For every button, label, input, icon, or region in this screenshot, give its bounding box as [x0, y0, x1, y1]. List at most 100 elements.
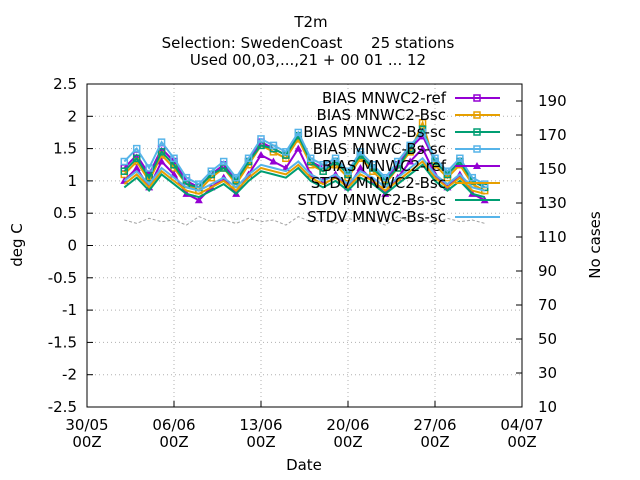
x-tick-label: 06/06 [152, 416, 195, 434]
data-point [468, 173, 477, 182]
legend-label: BIAS MNWC2-ref [322, 89, 447, 107]
data-point [182, 173, 191, 182]
x-tick-label: 13/06 [239, 416, 282, 434]
data-point [157, 157, 166, 165]
series-line [124, 216, 485, 226]
data-point [157, 138, 166, 146]
chart-subtitle: Selection: SwedenCoast 25 stations [162, 34, 455, 52]
data-point [319, 161, 327, 169]
data-point [207, 167, 216, 175]
series-line [123, 163, 485, 199]
series-line [123, 146, 486, 202]
x-tick-label-2: 00Z [507, 433, 536, 451]
legend-label: STDV MNWC2-Bsc [311, 174, 446, 192]
y2-axis-label: No cases [586, 211, 604, 279]
y-tick-label: -2 [62, 366, 77, 384]
data-point [145, 173, 153, 182]
ticks: 2.5 2 1.5 1 0.5 0 -0.5 -1 -1.5 -2 -2.5 190 170 150 130… [48, 75, 567, 451]
legend-marker [473, 111, 481, 119]
plot-frame [86, 83, 523, 408]
chart-subtitle-2: Used 00,03,...,21 + 00 01 ... 12 [190, 51, 426, 69]
data-point [443, 167, 452, 175]
legend-marker [473, 145, 481, 153]
data-point [480, 180, 489, 188]
x-tick-label-2: 00Z [159, 433, 188, 451]
series-line [123, 156, 485, 192]
data-point [120, 167, 129, 175]
series-layer [120, 119, 489, 226]
y-tick-label: 2.5 [53, 75, 77, 93]
legend-label: STDV MNWC-Bs-sc [307, 208, 446, 226]
y-tick-label: 0.5 [53, 204, 77, 222]
legend-marker [473, 128, 481, 136]
y2-tick-label: 110 [538, 228, 567, 246]
data-point [219, 157, 228, 166]
y2-tick-label: 130 [538, 194, 567, 212]
data-point [456, 154, 464, 163]
x-tick-label-2: 00Z [246, 433, 275, 451]
y2-tick-label: 50 [538, 330, 557, 348]
data-point [257, 135, 265, 143]
data-point [194, 196, 203, 204]
data-point [294, 128, 303, 137]
data-point [294, 144, 303, 152]
chart-title: T2m [293, 13, 327, 31]
data-point [232, 173, 240, 182]
x-tick-label-2: 00Z [420, 433, 449, 451]
data-point [369, 161, 377, 169]
x-tick-label-2: 00Z [72, 433, 101, 451]
y-tick-label: -0.5 [48, 269, 77, 287]
data-point [170, 154, 178, 163]
data-point [406, 141, 414, 150]
x-tick-label: 27/06 [413, 416, 456, 434]
data-point [356, 148, 365, 156]
data-point [431, 154, 439, 163]
x-tick-label: 04/07 [500, 416, 543, 434]
legend-label: STDV MNWC2-Bs-sc [298, 191, 446, 209]
data-point [381, 173, 390, 182]
legend-label: BIAS MNWC-Bs-sc [313, 140, 446, 158]
y2-tick-label: 190 [538, 92, 567, 110]
y2-tick-label: 70 [538, 296, 557, 314]
data-point [269, 141, 278, 150]
data-point [244, 154, 253, 163]
y-tick-label: -1 [62, 301, 77, 319]
legend-marker [473, 162, 481, 169]
y2-tick-label: 150 [538, 160, 567, 178]
data-point [418, 144, 427, 152]
legend-label: BIAS MNWC2-Bsc [316, 106, 446, 124]
legend-label: BIAS MNWC2-ref [322, 157, 447, 175]
legend-marker [473, 94, 481, 102]
y-tick-label: -1.5 [48, 333, 77, 351]
data-point [331, 154, 340, 163]
y2-tick-label: 10 [538, 398, 557, 416]
x-tick-label-2: 00Z [333, 433, 362, 451]
data-point [393, 157, 402, 166]
y2-tick-label: 30 [538, 364, 557, 382]
data-point [132, 144, 141, 153]
x-tick-label: 30/05 [65, 416, 108, 434]
series-line [123, 160, 485, 195]
y-tick-label: 0 [67, 237, 77, 255]
data-point [406, 157, 415, 165]
y-tick-label: 1 [67, 172, 77, 190]
y2-tick-label: 170 [538, 126, 567, 144]
data-point [257, 151, 265, 159]
data-point [282, 148, 290, 156]
data-point [132, 154, 141, 163]
x-axis-label: Date [286, 456, 322, 474]
y-tick-label: 2 [67, 107, 77, 125]
data-point [132, 163, 141, 171]
legend-label: BIAS MNWC2-Bs-sc [303, 123, 446, 141]
data-point [120, 157, 129, 166]
data-point [356, 163, 365, 171]
data-point [306, 154, 315, 163]
y-tick-label: -2.5 [48, 398, 77, 416]
data-point [157, 148, 166, 156]
y-axis-label: deg C [8, 223, 26, 267]
data-point [269, 157, 278, 165]
x-tick-label: 20/06 [326, 416, 369, 434]
y2-tick-label: 90 [538, 262, 557, 280]
